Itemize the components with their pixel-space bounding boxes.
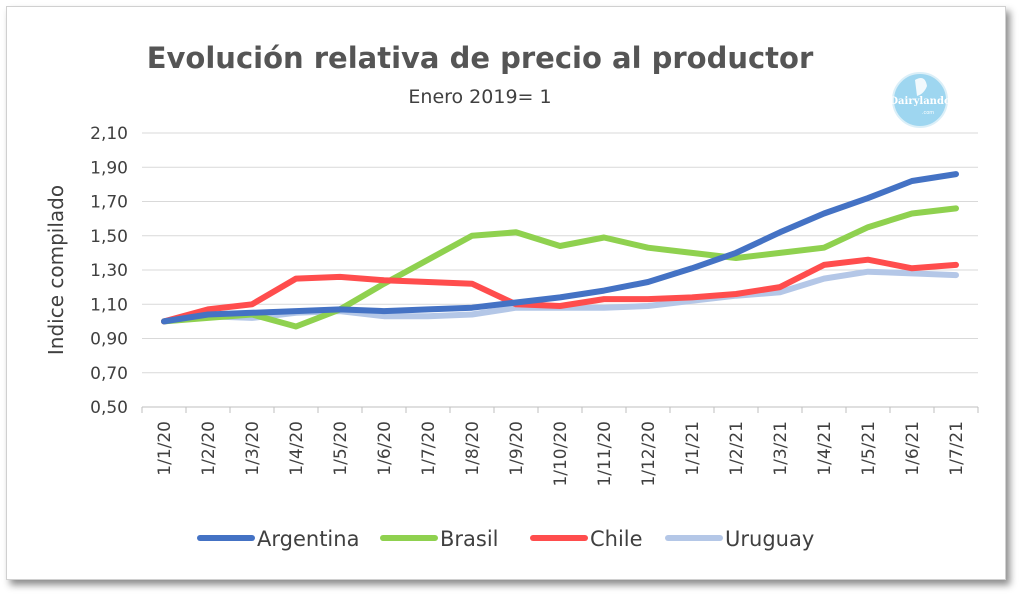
y-tick-label: 1,90 xyxy=(90,158,128,178)
x-tick-label: 1/11/20 xyxy=(595,421,615,487)
x-tick-label: 1/6/21 xyxy=(903,421,923,476)
logo-text: Dairylando xyxy=(889,96,951,107)
chart-subtitle: Enero 2019= 1 xyxy=(408,86,551,108)
grid xyxy=(142,132,978,408)
chart-frame xyxy=(6,6,1006,580)
chart-title: Evolución relativa de precio al producto… xyxy=(147,41,814,75)
y-tick-label: 2,10 xyxy=(90,124,128,144)
y-tick-label: 1,70 xyxy=(90,193,128,213)
y-tick-label: 1,30 xyxy=(90,261,128,281)
x-tick-label: 1/3/20 xyxy=(243,421,263,476)
x-tick-label: 1/6/20 xyxy=(375,421,395,476)
x-tick-label: 1/4/20 xyxy=(287,421,307,476)
y-tick-label: 0,50 xyxy=(90,398,128,418)
dairylando-logo: Dairylando .com xyxy=(889,72,951,128)
y-axis-label: Indice compilado xyxy=(44,185,68,355)
legend-label: Uruguay xyxy=(725,527,814,551)
x-tick-label: 1/3/21 xyxy=(771,421,791,476)
logo-cow-icon xyxy=(915,78,927,96)
y-tick-label: 1,50 xyxy=(90,227,128,247)
x-tick-label: 1/5/21 xyxy=(859,421,879,476)
x-tick-label: 1/8/20 xyxy=(463,421,483,476)
x-tick-label: 1/7/21 xyxy=(947,421,967,476)
y-tick-label: 0,70 xyxy=(90,364,128,384)
legend-label: Chile xyxy=(590,527,643,551)
x-axis xyxy=(141,406,979,413)
y-axis-ticks: 2,10 1,90 1,70 1,50 1,30 1,10 0,90 0,70 0,50 xyxy=(90,124,128,418)
x-tick-label: 1/1/21 xyxy=(683,421,703,476)
series-line-argentina xyxy=(161,171,959,325)
x-axis-ticks: 1/1/20 1/2/20 1/3/20 1/4/20 1/5/20 1/6/20 1/7/… xyxy=(155,421,967,487)
x-tick-label: 1/9/20 xyxy=(507,421,527,476)
legend-label: Argentina xyxy=(257,527,359,551)
x-tick-label: 1/4/21 xyxy=(815,421,835,476)
series-line-chile xyxy=(161,256,959,325)
series-lines xyxy=(161,171,959,330)
logo-badge-icon xyxy=(892,72,948,128)
x-tick-label: 1/2/21 xyxy=(727,421,747,476)
x-tick-label: 1/2/20 xyxy=(199,421,219,476)
legend-label: Brasil xyxy=(440,527,499,551)
x-tick-label: 1/10/20 xyxy=(551,421,571,487)
x-tick-label: 1/12/20 xyxy=(639,421,659,487)
y-tick-label: 0,90 xyxy=(90,330,128,350)
x-tick-label: 1/7/20 xyxy=(419,421,439,476)
series-line-brasil xyxy=(161,205,959,330)
y-tick-label: 1,10 xyxy=(90,295,128,315)
legend: Argentina Brasil Chile Uruguay xyxy=(197,527,814,551)
x-tick-label: 1/1/20 xyxy=(155,421,175,476)
x-tick-label: 1/5/20 xyxy=(331,421,351,476)
logo-sub: .com xyxy=(922,110,934,116)
